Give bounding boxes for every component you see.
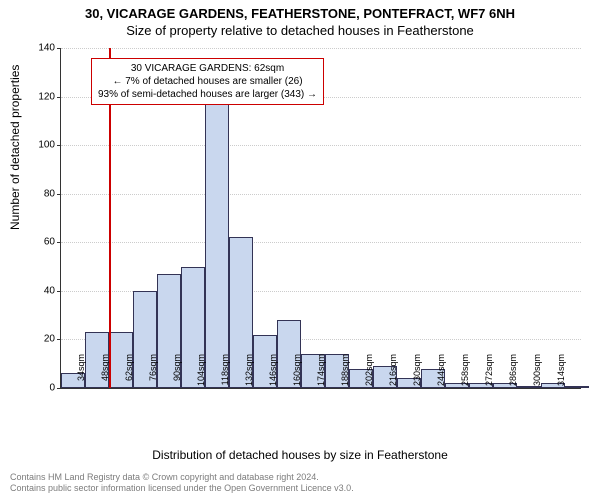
xtick-label: 76sqm <box>148 354 158 392</box>
chart-area: 02040608010012014034sqm48sqm62sqm76sqm90… <box>60 48 580 418</box>
xtick-label: 272sqm <box>484 354 494 392</box>
xtick-label: 300sqm <box>532 354 542 392</box>
footer-line: Contains public sector information licen… <box>10 483 354 494</box>
gridline <box>61 194 581 195</box>
ytick-mark <box>57 145 61 146</box>
xtick-label: 202sqm <box>364 354 374 392</box>
xtick-label: 286sqm <box>508 354 518 392</box>
footer-attribution: Contains HM Land Registry data © Crown c… <box>10 472 354 494</box>
ytick-mark <box>57 242 61 243</box>
ytick-mark <box>57 291 61 292</box>
xtick-label: 314sqm <box>556 354 566 392</box>
chart-subtitle: Size of property relative to detached ho… <box>0 21 600 38</box>
xtick-label: 216sqm <box>388 354 398 392</box>
info-box-line: 93% of semi-detached houses are larger (… <box>98 88 317 101</box>
ytick-label: 60 <box>25 237 55 248</box>
ytick-label: 100 <box>25 140 55 151</box>
ytick-label: 40 <box>25 285 55 296</box>
info-box-line: 30 VICARAGE GARDENS: 62sqm <box>98 62 317 75</box>
xtick-label: 188sqm <box>340 354 350 392</box>
ytick-mark <box>57 339 61 340</box>
xtick-label: 34sqm <box>76 354 86 392</box>
ytick-label: 120 <box>25 91 55 102</box>
chart-title: 30, VICARAGE GARDENS, FEATHERSTONE, PONT… <box>0 0 600 21</box>
info-box-line: ← 7% of detached houses are smaller (26) <box>98 75 317 88</box>
histogram-bar <box>565 386 589 388</box>
gridline <box>61 145 581 146</box>
y-axis-label: Number of detached properties <box>8 65 22 230</box>
ytick-label: 20 <box>25 334 55 345</box>
xtick-label: 244sqm <box>436 354 446 392</box>
xtick-label: 90sqm <box>172 354 182 392</box>
ytick-mark <box>57 48 61 49</box>
xtick-label: 160sqm <box>292 354 302 392</box>
footer-line: Contains HM Land Registry data © Crown c… <box>10 472 354 483</box>
xtick-label: 132sqm <box>244 354 254 392</box>
histogram-bar <box>205 101 229 388</box>
ytick-label: 140 <box>25 43 55 54</box>
ytick-mark <box>57 388 61 389</box>
chart-container: 30, VICARAGE GARDENS, FEATHERSTONE, PONT… <box>0 0 600 500</box>
info-box: 30 VICARAGE GARDENS: 62sqm← 7% of detach… <box>91 58 324 105</box>
ytick-mark <box>57 194 61 195</box>
xtick-label: 118sqm <box>220 354 230 392</box>
ytick-label: 80 <box>25 188 55 199</box>
xtick-label: 230sqm <box>412 354 422 392</box>
x-axis-label: Distribution of detached houses by size … <box>0 448 600 462</box>
xtick-label: 174sqm <box>316 354 326 392</box>
ytick-mark <box>57 97 61 98</box>
ytick-label: 0 <box>25 383 55 394</box>
xtick-label: 146sqm <box>268 354 278 392</box>
xtick-label: 104sqm <box>196 354 206 392</box>
plot-region: 02040608010012014034sqm48sqm62sqm76sqm90… <box>60 48 581 389</box>
xtick-label: 62sqm <box>124 354 134 392</box>
gridline <box>61 48 581 49</box>
xtick-label: 258sqm <box>460 354 470 392</box>
gridline <box>61 242 581 243</box>
